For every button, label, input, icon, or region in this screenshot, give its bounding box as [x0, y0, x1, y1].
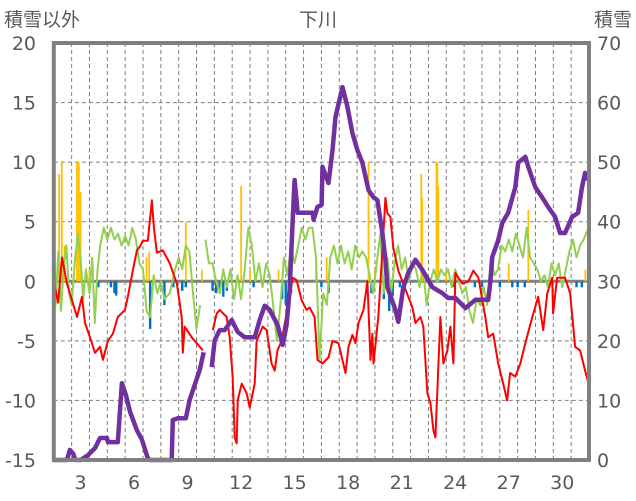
gridlines — [53, 43, 589, 460]
x-tick-label: 12 — [229, 472, 253, 494]
negative-bar — [473, 281, 477, 288]
negative-bar — [113, 281, 116, 294]
precip-bar — [77, 162, 80, 282]
right-tick-label: 60 — [597, 93, 621, 115]
negative-bar — [109, 281, 113, 288]
negative-bar — [211, 281, 214, 291]
precip-bar — [76, 162, 78, 282]
right-tick-label: 40 — [597, 212, 621, 234]
x-tick-label: 21 — [390, 472, 414, 494]
left-tick-label: 20 — [12, 33, 36, 55]
right-tick-label: 50 — [597, 152, 621, 174]
right-tick-label: 20 — [597, 331, 621, 353]
right-tick-label: 10 — [597, 390, 621, 412]
left-tick-label: 15 — [12, 93, 36, 115]
x-tick-label: 27 — [497, 472, 521, 494]
precip-bar — [277, 269, 280, 282]
precip-bar — [437, 185, 440, 282]
right-tick-label: 30 — [597, 271, 621, 293]
plot-border — [51, 41, 592, 462]
negative-bar — [523, 281, 526, 288]
negative-bar — [391, 281, 394, 296]
x-tick-label: 6 — [128, 472, 140, 494]
precip-bar — [584, 269, 587, 282]
negative-bar — [97, 281, 100, 288]
left-tick-label: -5 — [17, 331, 36, 353]
x-tick-label: 24 — [443, 472, 467, 494]
precip-bar — [60, 162, 63, 282]
right-tick-label: 0 — [597, 450, 609, 472]
left-tick-label: -10 — [5, 390, 36, 412]
precip-bar — [421, 197, 424, 282]
precip-bar — [249, 269, 251, 282]
left-tick-label: 10 — [12, 152, 36, 174]
chart-title: 下川 — [299, 9, 337, 31]
temperature-line — [52, 196, 590, 445]
negative-bar — [163, 281, 166, 306]
left-tick-label: -15 — [5, 450, 36, 472]
negative-bar — [214, 281, 218, 294]
precip-bar — [367, 162, 370, 282]
precip-bar — [240, 185, 243, 282]
right-axis-title: 積雪 — [594, 9, 632, 31]
negative-bar — [115, 281, 118, 296]
negative-bar — [320, 281, 323, 288]
precip-bar — [145, 257, 148, 282]
precip-bar — [58, 174, 61, 282]
x-tick-label: 15 — [283, 472, 307, 494]
negative-bar — [181, 281, 184, 291]
left-tick-label: 0 — [24, 271, 36, 293]
precip-bar — [79, 191, 82, 282]
negative-bar — [398, 281, 402, 288]
negative-bar — [516, 281, 519, 288]
precip-bar — [148, 251, 151, 282]
x-tick-label: 3 — [75, 472, 87, 494]
negative-bar — [284, 281, 287, 306]
negative-bar — [511, 281, 514, 288]
negative-bar — [498, 281, 501, 288]
negative-bar — [480, 281, 484, 288]
negative-bar — [172, 281, 175, 288]
right-tick-label: 70 — [597, 33, 621, 55]
other-line — [52, 226, 590, 360]
negative-bar — [252, 281, 255, 288]
left-axis-title: 積雪以外 — [4, 9, 80, 31]
negative-bar — [222, 281, 225, 297]
negative-bar — [575, 281, 578, 288]
plot-frame — [51, 41, 592, 462]
x-tick-label: 30 — [550, 472, 574, 494]
precip-bar — [200, 269, 203, 282]
x-tick-label: 18 — [336, 472, 360, 494]
negative-bar — [452, 281, 455, 288]
precip-bar — [325, 257, 328, 282]
negative-bar — [184, 281, 188, 288]
precip-bar — [445, 269, 448, 282]
x-tick-label: 9 — [182, 472, 194, 494]
negative-bar — [580, 281, 584, 288]
left-tick-label: 5 — [24, 212, 36, 234]
precip-bar — [88, 269, 91, 282]
precip-bar — [507, 263, 510, 282]
